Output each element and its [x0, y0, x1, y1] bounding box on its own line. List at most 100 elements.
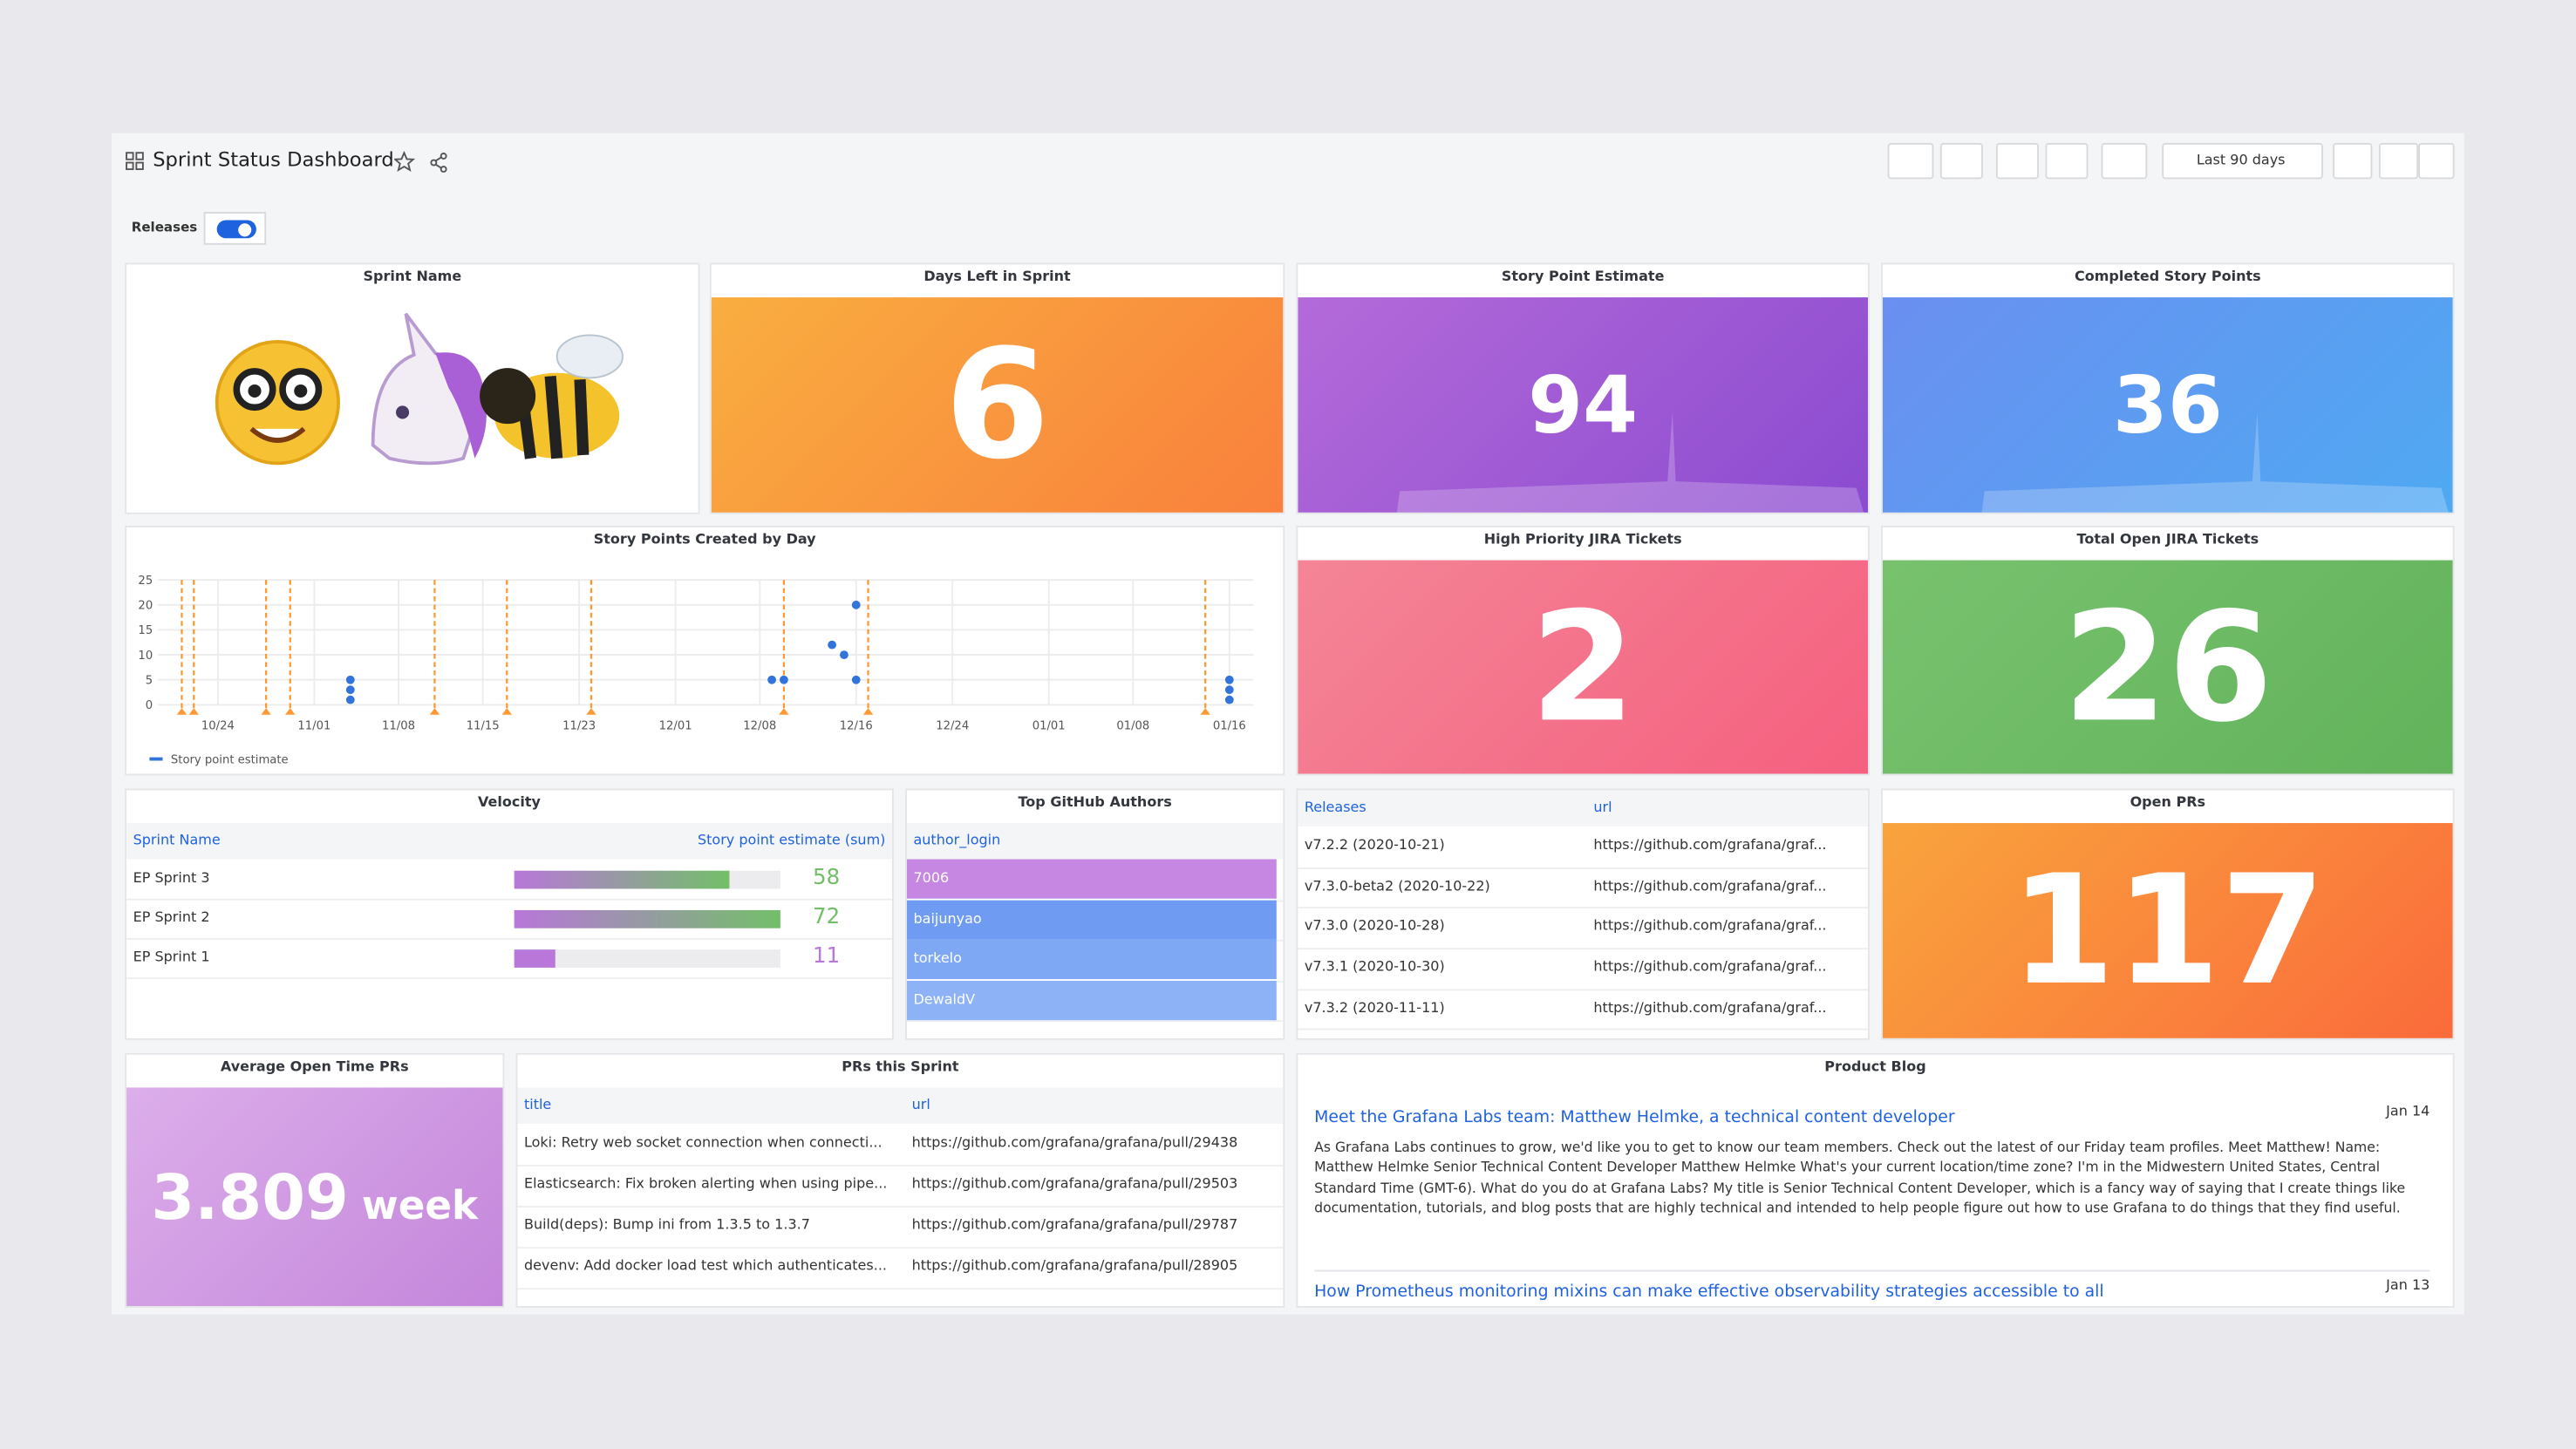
- data-point: [345, 685, 355, 695]
- settings-button[interactable]: [2045, 142, 2089, 180]
- blog-title[interactable]: Meet the Grafana Labs team: Matthew Helm…: [1314, 1108, 1955, 1127]
- table-row: v7.3.0-beta2 (2020-10-22) https://github.…: [1298, 867, 1869, 909]
- bar-value: 72: [813, 905, 841, 930]
- panel: Sprint Name: [125, 262, 700, 514]
- x-tick-label: 12/01: [659, 720, 692, 733]
- blog-title[interactable]: How Prometheus monitoring mixins can mak…: [1314, 1282, 2104, 1302]
- table-cell: v7.3.0-beta2 (2020-10-22): [1304, 878, 1490, 895]
- refresh-menu[interactable]: [2418, 142, 2455, 180]
- zoom-out-button[interactable]: [2333, 142, 2373, 180]
- data-point: [1224, 695, 1234, 704]
- stat-value: 117: [2009, 842, 2326, 1019]
- table-cell: v7.3.0 (2020-10-28): [1304, 919, 1445, 935]
- table-row: Build(deps): Bump ini from 1.3.5 to 1.3.…: [517, 1206, 1284, 1249]
- bar: [514, 949, 555, 968]
- y-tick-label: 5: [146, 674, 153, 687]
- emoji-art: [215, 312, 624, 466]
- table-header: author_login: [906, 823, 1284, 860]
- panel: Completed Story Points 36: [1881, 262, 2455, 514]
- x-tick-label: 01/08: [1116, 720, 1149, 733]
- panel: Average Open Time PRs 3.809 week: [125, 1052, 505, 1308]
- annotation-marker: [501, 708, 512, 715]
- table-row: v7.3.0 (2020-10-28) https://github.com/gr…: [1298, 908, 1869, 950]
- stat-value: 2: [1530, 579, 1636, 755]
- panel: Releases url v7.2.2 (2020-10-21) https://gi…: [1296, 788, 1870, 1040]
- data-point: [767, 675, 776, 684]
- panel: High Priority JIRA Tickets 2: [1296, 525, 1870, 776]
- table-row: v7.3.1 (2020-10-30) https://github.com/gr…: [1298, 948, 1869, 990]
- bar-value: 11: [813, 944, 841, 969]
- data-point: [840, 650, 848, 660]
- table-row: 7006: [906, 859, 1284, 901]
- annotation-marker: [586, 708, 596, 715]
- column-header[interactable]: url: [1593, 799, 1612, 817]
- stat-unit: week: [361, 1181, 479, 1228]
- refresh-button[interactable]: [2378, 142, 2419, 180]
- x-tick-label: 12/24: [936, 720, 969, 733]
- y-tick-label: 15: [138, 624, 153, 637]
- stat-background: 2: [1298, 560, 1869, 774]
- table-cell: v7.3.2 (2020-11-11): [1304, 1000, 1445, 1017]
- table-cell: Loki: Retry web socket connection when c…: [523, 1135, 883, 1152]
- table-row: Elasticsearch: Fix broken alerting when …: [517, 1165, 1284, 1208]
- panel-title: Completed Story Points: [2074, 269, 2261, 286]
- table-cell: Elasticsearch: Fix broken alerting when …: [523, 1176, 888, 1194]
- table-row: EP Sprint 1 11: [126, 938, 892, 980]
- table-cell: https://github.com/grafana/grafana/pull/…: [911, 1258, 1238, 1276]
- stat-background: 26: [1882, 560, 2453, 774]
- sparkline-decoration: [1396, 412, 1864, 513]
- data-point: [1224, 675, 1234, 684]
- save-button[interactable]: [1939, 142, 1983, 180]
- x-tick-label: 11/08: [382, 720, 415, 733]
- data-point: [345, 675, 355, 684]
- y-tick-label: 25: [138, 575, 153, 588]
- table-row: Loki: Retry web socket connection when c…: [517, 1124, 1284, 1167]
- column-header[interactable]: Story point estimate (sum): [697, 833, 886, 850]
- blog-text: As Grafana Labs continues to grow, we'd …: [1314, 1138, 2406, 1216]
- table-cell: EP Sprint 3: [133, 870, 210, 888]
- history-button[interactable]: [1995, 142, 2039, 180]
- column-header[interactable]: author_login: [913, 833, 1001, 850]
- tv-button[interactable]: [2101, 142, 2148, 180]
- data-point: [828, 640, 837, 650]
- stat-background: 117: [1882, 823, 2453, 1038]
- dashboard-title[interactable]: Sprint Status Dashboard: [153, 147, 394, 171]
- table-row: v7.3.2 (2020-11-11) https://github.com/gr…: [1298, 989, 1869, 1031]
- table-row: baijunyao: [906, 899, 1284, 942]
- table-cell: https://github.com/grafana/graf...: [1593, 919, 1827, 935]
- y-tick-label: 0: [146, 699, 153, 712]
- bar-value: 58: [813, 866, 841, 891]
- table-row: DewaldV: [906, 980, 1284, 1023]
- column-header[interactable]: url: [911, 1097, 930, 1114]
- table-header: title url: [517, 1087, 1284, 1124]
- table-cell: EP Sprint 2: [133, 909, 210, 927]
- annotation-marker: [779, 708, 789, 715]
- author-cell: 7006: [906, 859, 1277, 899]
- legend-label: Story point estimate: [171, 753, 289, 766]
- table-header: Releases url: [1298, 790, 1869, 827]
- table-cell: https://github.com/grafana/grafana/pull/…: [911, 1176, 1238, 1194]
- data-point: [780, 675, 788, 684]
- column-header[interactable]: title: [523, 1097, 552, 1114]
- add-panel-button[interactable]: [1887, 142, 1934, 180]
- x-tick-label: 12/16: [840, 720, 873, 733]
- table-cell: Build(deps): Bump ini from 1.3.5 to 1.3.…: [523, 1217, 810, 1235]
- panel-title: Velocity: [478, 795, 541, 812]
- panel: PRs this Sprint title url Loki: Retry web s…: [515, 1052, 1285, 1308]
- grid-icon: [126, 152, 144, 171]
- panel-title: Story Point Estimate: [1501, 269, 1665, 286]
- panel: Story Point Estimate 94: [1296, 262, 1870, 514]
- column-header[interactable]: Releases: [1304, 799, 1366, 817]
- y-tick-label: 10: [138, 650, 153, 663]
- toggle-box[interactable]: [203, 212, 267, 245]
- time-picker[interactable]: Last 90 days: [2162, 142, 2323, 180]
- panel-title: Total Open JIRA Tickets: [2076, 532, 2259, 549]
- title-icons[interactable]: [394, 151, 453, 173]
- column-header[interactable]: Sprint Name: [133, 833, 221, 850]
- blog-date: Jan 13: [2386, 1278, 2430, 1295]
- table-cell: https://github.com/grafana/grafana/pull/…: [911, 1135, 1238, 1152]
- table-row: torkelo: [906, 939, 1284, 982]
- author-cell: baijunyao: [906, 899, 1277, 939]
